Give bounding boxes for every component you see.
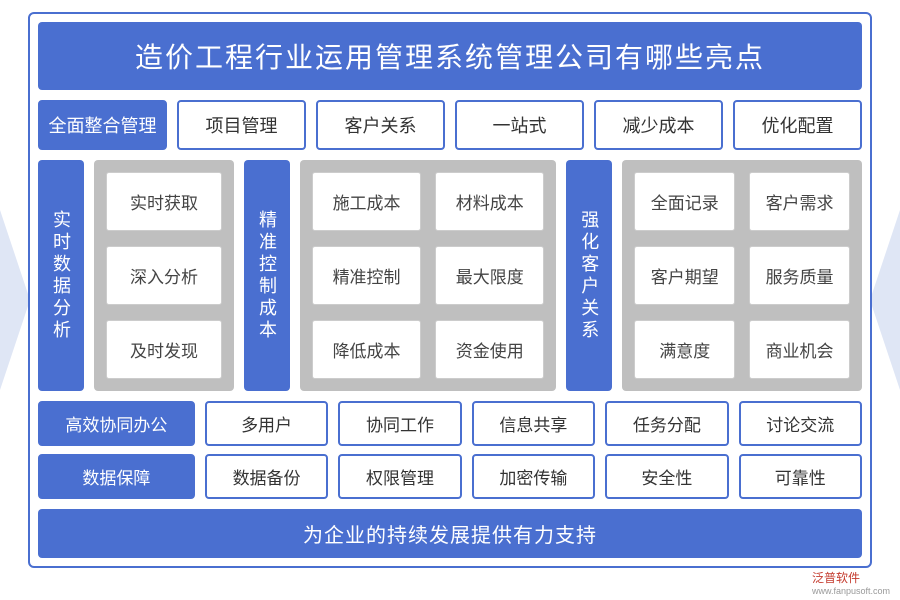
triangle-left-decor [0, 210, 30, 390]
top-item: 一站式 [455, 100, 584, 150]
watermark-brand: 泛普软件 [812, 571, 860, 585]
row-item: 可靠性 [739, 454, 862, 499]
top-item: 优化配置 [733, 100, 862, 150]
row-item: 任务分配 [605, 401, 728, 446]
cell: 及时发现 [106, 320, 222, 379]
row-item: 加密传输 [472, 454, 595, 499]
row-item: 数据备份 [205, 454, 328, 499]
top-highlight: 全面整合管理 [38, 100, 167, 150]
row-item: 权限管理 [338, 454, 461, 499]
top-row: 全面整合管理 项目管理 客户关系 一站式 减少成本 优化配置 [38, 100, 862, 150]
vheader-realtime: 实时数据分析 [38, 160, 84, 391]
footer-bar: 为企业的持续发展提供有力支持 [38, 509, 862, 558]
cell: 实时获取 [106, 172, 222, 231]
row-item: 信息共享 [472, 401, 595, 446]
cell: 满意度 [634, 320, 735, 379]
cell: 深入分析 [106, 246, 222, 305]
cell: 降低成本 [312, 320, 421, 379]
cell: 客户需求 [749, 172, 850, 231]
bottom-row-1: 高效协同办公 多用户 协同工作 信息共享 任务分配 讨论交流 [38, 401, 862, 446]
vheader-customer: 强化客户关系 [566, 160, 612, 391]
top-item: 客户关系 [316, 100, 445, 150]
title-bar: 造价工程行业运用管理系统管理公司有哪些亮点 [38, 22, 862, 90]
panel-customer: 全面记录 客户需求 客户期望 服务质量 满意度 商业机会 [622, 160, 862, 391]
watermark-url: www.fanpusoft.com [812, 586, 890, 596]
top-item: 减少成本 [594, 100, 723, 150]
top-item: 项目管理 [177, 100, 306, 150]
cell: 商业机会 [749, 320, 850, 379]
cell: 资金使用 [435, 320, 544, 379]
watermark: 泛普软件 www.fanpusoft.com [812, 569, 890, 596]
bottom-row-2: 数据保障 数据备份 权限管理 加密传输 安全性 可靠性 [38, 454, 862, 499]
cell: 材料成本 [435, 172, 544, 231]
middle-section: 实时数据分析 实时获取 深入分析 及时发现 精准控制成本 施工成本 材料成本 精… [38, 160, 862, 391]
triangle-right-decor [870, 210, 900, 390]
cell: 全面记录 [634, 172, 735, 231]
bottom-section: 高效协同办公 多用户 协同工作 信息共享 任务分配 讨论交流 数据保障 数据备份… [38, 401, 862, 499]
panel-cost: 施工成本 材料成本 精准控制 最大限度 降低成本 资金使用 [300, 160, 556, 391]
cell: 服务质量 [749, 246, 850, 305]
row-item: 安全性 [605, 454, 728, 499]
vheader-cost: 精准控制成本 [244, 160, 290, 391]
diagram-container: 造价工程行业运用管理系统管理公司有哪些亮点 全面整合管理 项目管理 客户关系 一… [28, 12, 872, 568]
row-item: 协同工作 [338, 401, 461, 446]
row-item: 多用户 [205, 401, 328, 446]
cell: 最大限度 [435, 246, 544, 305]
row-label: 高效协同办公 [38, 401, 195, 446]
row-label: 数据保障 [38, 454, 195, 499]
cell: 精准控制 [312, 246, 421, 305]
panel-realtime: 实时获取 深入分析 及时发现 [94, 160, 234, 391]
row-item: 讨论交流 [739, 401, 862, 446]
cell: 客户期望 [634, 246, 735, 305]
cell: 施工成本 [312, 172, 421, 231]
